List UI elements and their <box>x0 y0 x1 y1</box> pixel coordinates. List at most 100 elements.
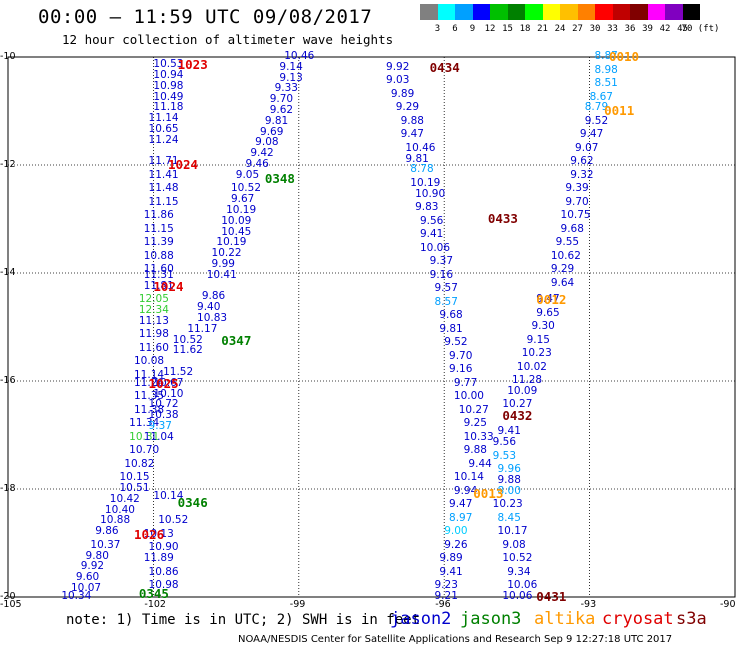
footer-credit: NOAA/NESDIS Center for Satellite Applica… <box>238 634 673 645</box>
wave-height-value: 10.14 <box>453 471 484 484</box>
color-scale-cell <box>507 4 525 20</box>
wave-height-value: 10.09 <box>221 214 252 227</box>
color-scale-cell <box>525 4 543 20</box>
wave-height-value: 10.98 <box>153 79 184 92</box>
wave-height-value: 8.57 <box>434 295 458 308</box>
wave-height-value: 10.82 <box>124 457 155 470</box>
color-scale-cell <box>472 4 490 20</box>
color-scale-label: 24 <box>554 24 566 34</box>
wave-height-value: 10.19 <box>216 236 247 249</box>
color-scale-cell <box>630 4 648 20</box>
wave-height-value: 10.98 <box>148 579 179 592</box>
color-scale-cell <box>455 4 473 20</box>
wave-height-value: 10.46 <box>284 50 315 62</box>
map-title: 00:00 – 11:59 UTC 09/08/2017 <box>38 6 373 28</box>
wave-height-value: 10.72 <box>148 398 179 411</box>
wave-height-value: 12.34 <box>138 303 169 316</box>
wave-height-value: 11.31 <box>143 268 174 281</box>
pass-time-label: 0432 <box>502 408 533 424</box>
wave-height-value: 9.29 <box>550 263 575 276</box>
lon-tick-label: -105 <box>0 599 22 610</box>
wave-height-value: 9.46 <box>245 158 269 170</box>
wave-height-value: 11.18 <box>153 101 184 114</box>
wave-height-value: 9.40 <box>197 301 221 314</box>
wave-height-value: 9.21 <box>434 590 458 602</box>
wave-height-value: 10.62 <box>550 249 581 262</box>
color-scale-label: 15 <box>502 24 513 34</box>
wave-height-value: 11.81 <box>143 279 174 292</box>
wave-height-value: 9.16 <box>429 268 454 281</box>
wave-height-value: 10.00 <box>453 390 484 403</box>
wave-height-value: 11.60 <box>143 263 174 276</box>
wave-height-value: 10.33 <box>463 430 494 443</box>
wave-height-value: 9.67 <box>230 193 255 206</box>
pass-time-label: 0012 <box>536 292 567 307</box>
wave-height-value: 11.24 <box>148 133 179 146</box>
wave-height-value: 11.62 <box>172 344 203 357</box>
wave-height-value: 9.69 <box>260 125 284 138</box>
wave-height-value: 8.00 <box>497 484 521 497</box>
wave-height-value: 9.92 <box>80 560 105 573</box>
wave-height-value: 9.29 <box>395 101 420 114</box>
color-scale-cell <box>420 4 438 20</box>
wave-height-value: 11.35 <box>134 390 165 403</box>
wave-height-value: 11.28 <box>512 374 543 386</box>
pass-time-label: 0011 <box>604 103 635 118</box>
wave-height-value: 9.88 <box>400 114 424 127</box>
units-note: note: 1) Time is in UTC; 2) SWH is in fe… <box>66 612 421 628</box>
color-scale-label: 6 <box>452 24 458 34</box>
wave-height-value: 10.17 <box>497 525 528 538</box>
color-scale-cell <box>665 4 683 20</box>
wave-height-value: 10.52 <box>230 182 261 195</box>
wave-height-value: 8.98 <box>594 63 618 76</box>
wave-height-value: 11.39 <box>143 236 174 249</box>
lon-tick-label: -90 <box>720 599 736 610</box>
wave-height-value: 8.87 <box>594 50 618 62</box>
wave-height-value: 9.13 <box>279 71 303 84</box>
wave-height-value: 9.57 <box>434 282 458 295</box>
wave-height-value: 10.51 <box>119 482 150 494</box>
wave-height-value: 9.14 <box>279 60 303 73</box>
wave-height-value: 9.94 <box>453 484 478 497</box>
wave-height-value: 9.08 <box>255 136 279 149</box>
color-scale-label: 42 <box>659 24 671 34</box>
wave-height-value: 9.26 <box>444 538 468 551</box>
wave-height-value: 9.96 <box>497 463 521 476</box>
legend-entry-jason3: jason3 <box>460 609 522 629</box>
wave-height-value: 9.77 <box>453 376 478 389</box>
wave-height-value: 9.47 <box>400 128 424 141</box>
pass-time-label: 0433 <box>487 211 518 226</box>
wave-height-value: 9.80 <box>85 549 109 562</box>
wave-height-value: 11.98 <box>138 328 169 341</box>
wave-height-value: 9.41 <box>439 565 463 578</box>
wave-height-value: 10.34 <box>61 590 92 602</box>
wave-height-value: 9.07 <box>575 141 599 154</box>
wave-height-value: 9.92 <box>386 60 410 73</box>
legend-entry-cryosat: cryosat <box>602 609 674 629</box>
wave-height-value: 9.56 <box>419 214 444 227</box>
wave-height-value: 9.52 <box>444 336 468 349</box>
wave-height-value: 8.51 <box>594 77 618 89</box>
wave-height-value: 10.65 <box>148 122 179 135</box>
wave-height-value: 10.02 <box>516 360 547 373</box>
wave-height-value: 9.81 <box>439 322 463 335</box>
wave-height-value: 9.88 <box>463 444 487 457</box>
wave-height-value: 10.88 <box>100 514 131 527</box>
color-scale-label: 27 <box>572 24 583 34</box>
wave-height-value: 9.05 <box>235 168 260 181</box>
wave-height-value: 9.62 <box>269 104 294 116</box>
wave-height-value: 10.06 <box>502 590 533 602</box>
wave-height-value: 10.94 <box>153 68 184 81</box>
wave-height-value: 10.90 <box>148 541 179 554</box>
wave-height-value: 9.81 <box>264 114 289 127</box>
wave-height-value: 10.37 <box>90 538 121 551</box>
wave-height-value: 10.23 <box>492 498 523 511</box>
wave-height-value: 9.52 <box>584 114 609 127</box>
wave-height-value: 10.19 <box>410 176 441 189</box>
wave-height-value: 10.90 <box>415 187 446 200</box>
wave-height-value: 11.71 <box>148 155 179 168</box>
color-scale-label: 70 (ft) <box>681 24 720 34</box>
wave-height-value: 10.22 <box>211 247 242 260</box>
wave-height-value: 10.07 <box>71 581 102 594</box>
wave-height-value: 10.31 <box>129 430 160 443</box>
